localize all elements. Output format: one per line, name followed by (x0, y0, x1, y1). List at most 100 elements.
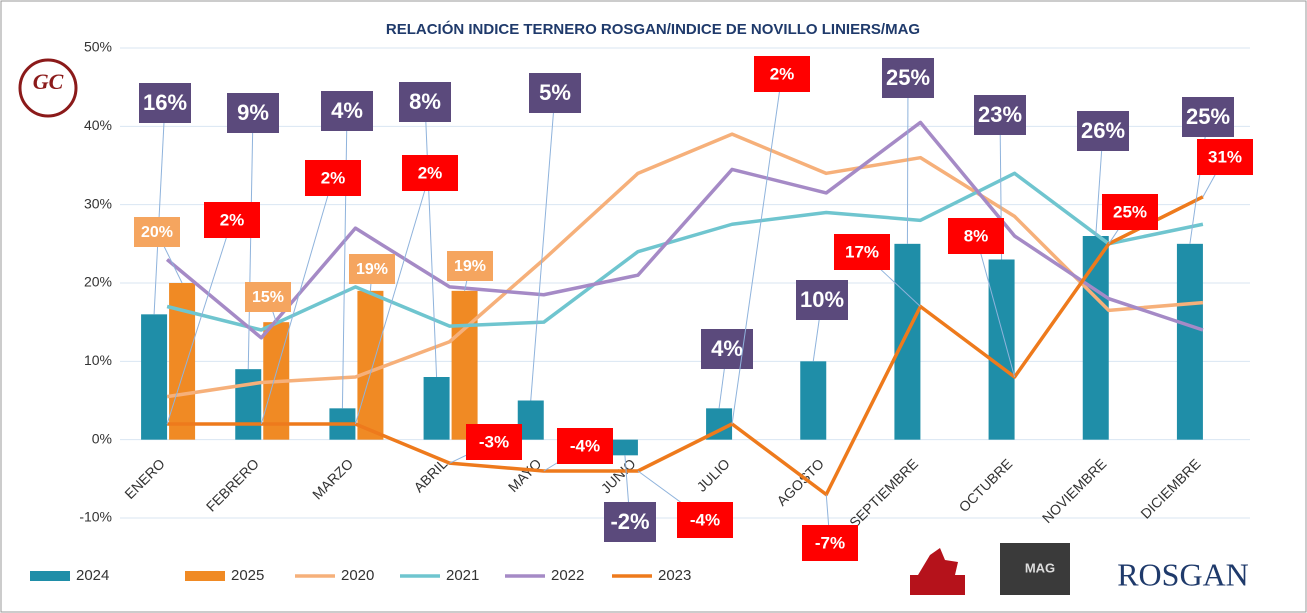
bar (1082, 236, 1109, 440)
label-box (557, 428, 613, 464)
bar (451, 290, 478, 440)
bar (988, 259, 1015, 440)
bar (894, 243, 921, 440)
label-box (834, 234, 890, 270)
legend-swatch (30, 571, 70, 581)
label-box (399, 82, 451, 122)
label-box (1077, 111, 1129, 151)
label-box (134, 217, 180, 247)
data-label: 23% (978, 102, 1022, 127)
label-box (1102, 194, 1158, 230)
legend-label: 2024 (76, 567, 109, 584)
data-label: 2% (770, 64, 795, 83)
logo-text: MAG (1025, 560, 1055, 575)
y-tick-label: 50% (84, 39, 112, 55)
label-box (139, 83, 191, 123)
label-box (245, 282, 291, 312)
bar (235, 369, 262, 440)
line (167, 195, 1204, 497)
logo-mag: MAG (1000, 543, 1070, 595)
label-box (754, 56, 810, 92)
leader-line (247, 112, 254, 370)
data-label: -7% (815, 533, 845, 552)
label-box (466, 424, 522, 460)
data-label: 8% (964, 226, 989, 245)
label-box (948, 218, 1004, 254)
leader-line (906, 77, 909, 244)
y-tick-label: 20% (84, 274, 112, 290)
bar (141, 314, 168, 440)
data-label: 15% (252, 289, 284, 306)
data-label: 25% (886, 65, 930, 90)
legend-label: 2025 (231, 567, 264, 584)
legend-label: 2020 (341, 567, 374, 584)
data-label: 26% (1081, 118, 1125, 143)
data-label: -2% (610, 509, 649, 534)
data-label: 2% (220, 210, 245, 229)
chart-title: RELACIÓN INDICE TERNERO ROSGAN/INDICE DE… (386, 20, 920, 38)
legend-label: 2022 (551, 567, 584, 584)
legend-swatch (185, 571, 225, 581)
bar (611, 439, 638, 456)
label-box (796, 280, 848, 320)
data-label: -4% (690, 510, 720, 529)
label-box (402, 155, 458, 191)
data-label: 5% (539, 80, 571, 105)
line (165, 120, 1204, 340)
label-box (305, 160, 361, 196)
data-label: -4% (570, 436, 600, 455)
label-box (802, 525, 858, 561)
data-label: 19% (356, 261, 388, 278)
data-label: 8% (409, 89, 441, 114)
leader-line (530, 92, 556, 401)
label-box (974, 95, 1026, 135)
y-tick-label: 10% (84, 352, 112, 368)
data-label: 19% (454, 258, 486, 275)
leader-line (153, 102, 166, 315)
data-label: 16% (143, 90, 187, 115)
data-label: -3% (479, 432, 509, 451)
data-label: 2% (321, 168, 346, 187)
legend-label: 2021 (446, 567, 479, 584)
data-label: 17% (845, 242, 879, 261)
label-box (349, 254, 395, 284)
bar (1176, 243, 1203, 440)
line (166, 171, 1204, 332)
leader-line (166, 219, 233, 425)
data-label: 9% (237, 100, 269, 125)
leader-line (260, 177, 334, 425)
leader-line (731, 73, 783, 425)
data-label: 31% (1208, 147, 1242, 166)
y-tick-label: -10% (79, 509, 112, 525)
data-label: 4% (331, 98, 363, 123)
leader-line (424, 101, 438, 378)
bar (517, 400, 544, 440)
logo-rosgan: ROSGAN (1117, 556, 1249, 592)
legend-label: 2023 (658, 567, 691, 584)
label-box (447, 251, 493, 281)
bar (800, 361, 827, 440)
logo-gc: GC (18, 58, 78, 118)
leader-line (975, 235, 1016, 378)
label-box (604, 502, 656, 542)
data-label: 2% (418, 163, 443, 182)
logo-text: GC (33, 69, 64, 94)
y-tick-label: 0% (92, 430, 112, 446)
label-box (321, 91, 373, 131)
data-label: 25% (1186, 104, 1230, 129)
leader-line (1189, 116, 1209, 244)
label-box (882, 58, 934, 98)
label-box (677, 502, 733, 538)
data-label: 10% (800, 287, 844, 312)
data-label: 25% (1113, 202, 1147, 221)
bar (423, 377, 450, 440)
y-tick-label: 30% (84, 195, 112, 211)
leader-line (354, 172, 431, 425)
y-tick-label: 40% (84, 117, 112, 133)
label-box (1197, 139, 1253, 175)
logo-rider (910, 548, 965, 595)
bar (357, 290, 384, 440)
data-label: 4% (711, 336, 743, 361)
label-box (204, 202, 260, 238)
